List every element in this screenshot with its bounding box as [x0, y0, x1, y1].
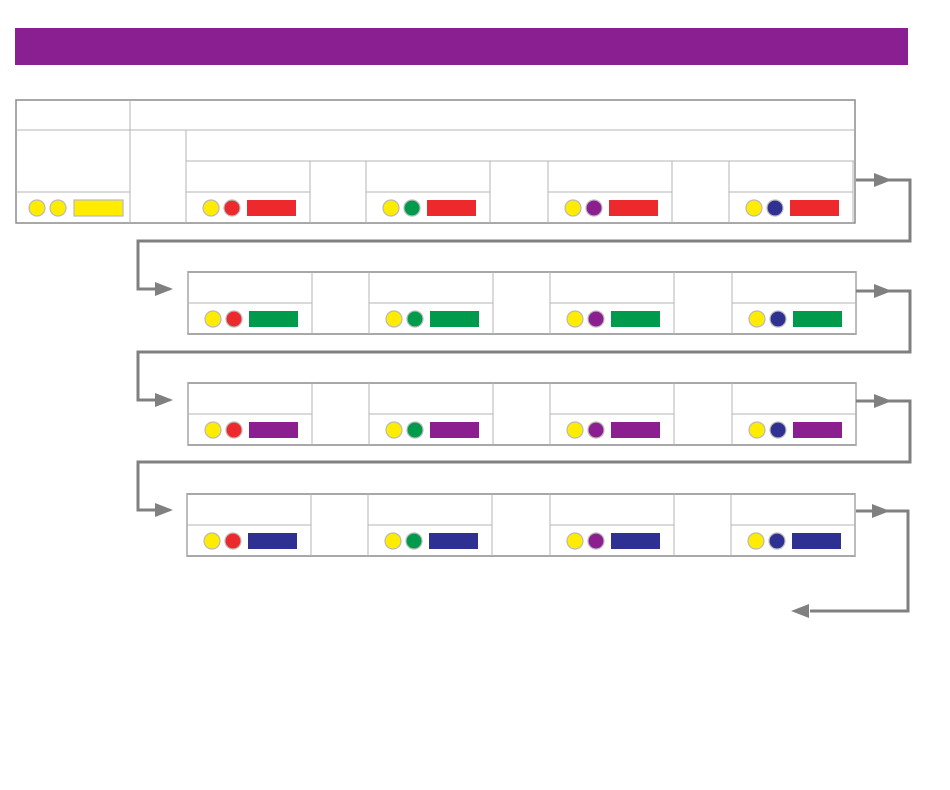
- combo-bar-purple: [611, 422, 660, 438]
- combo-bar-red: [609, 200, 658, 216]
- combo-dot-blue: [769, 421, 787, 439]
- combo-dot-red: [224, 532, 242, 550]
- combo-bar-red: [790, 200, 839, 216]
- combo-bar-blue: [429, 533, 478, 549]
- flow-arrow-right: [874, 394, 892, 408]
- combo-bar-green: [430, 311, 479, 327]
- flow-connector-line: [136, 178, 912, 291]
- combo-dot-purple: [585, 199, 603, 217]
- combo-dot-purple: [587, 532, 605, 550]
- combo-bar-red: [247, 200, 296, 216]
- combo-dot-green: [403, 199, 421, 217]
- combo-dot-yellow: [566, 310, 584, 328]
- combo-dot-yellow: [202, 199, 220, 217]
- combo-dot-yellow: [748, 421, 766, 439]
- combo-dot-yellow: [566, 532, 584, 550]
- combo-dot-red: [225, 310, 243, 328]
- combo-bar-blue: [792, 533, 841, 549]
- combo-dot-blue: [768, 532, 786, 550]
- combo-dot-yellow: [385, 421, 403, 439]
- flow-arrow-right: [155, 282, 173, 296]
- combo-bar-purple: [249, 422, 298, 438]
- combo-dot-yellow: [384, 532, 402, 550]
- flow-arrow-right: [874, 284, 892, 298]
- combo-dot-yellow: [204, 310, 222, 328]
- combo-dot-yellow: [203, 532, 221, 550]
- base-bar: [73, 199, 124, 217]
- flow-connector-line: [136, 289, 912, 402]
- combo-dot-green: [406, 310, 424, 328]
- combo-dot-purple: [587, 421, 605, 439]
- combo-dot-yellow: [566, 421, 584, 439]
- combo-dot-yellow: [382, 199, 400, 217]
- combo-dot-yellow: [385, 310, 403, 328]
- combo-dot-red: [223, 199, 241, 217]
- combo-dot-yellow: [204, 421, 222, 439]
- combo-dot-red: [225, 421, 243, 439]
- combo-dot-green: [406, 421, 424, 439]
- flow-arrow-right: [874, 173, 892, 187]
- combo-bar-purple: [793, 422, 842, 438]
- base-dot: [49, 199, 67, 217]
- flow-connector-line: [136, 399, 912, 512]
- combo-dot-yellow: [745, 199, 763, 217]
- flow-arrow-right: [872, 504, 890, 518]
- base-dot: [28, 199, 46, 217]
- combo-dot-yellow: [747, 532, 765, 550]
- combo-bar-blue: [248, 533, 297, 549]
- combo-dot-green: [405, 532, 423, 550]
- combo-bar-purple: [430, 422, 479, 438]
- combo-bar-green: [611, 311, 660, 327]
- combo-dot-blue: [769, 310, 787, 328]
- flow-arrow-right: [155, 503, 173, 517]
- header-banner: [15, 28, 908, 65]
- flow-connector-line: [810, 509, 910, 613]
- combo-bar-blue: [611, 533, 660, 549]
- combo-bar-green: [249, 311, 298, 327]
- combo-bar-red: [427, 200, 476, 216]
- combo-dot-yellow: [748, 310, 766, 328]
- combo-dot-purple: [587, 310, 605, 328]
- combo-dot-yellow: [564, 199, 582, 217]
- combo-dot-blue: [766, 199, 784, 217]
- flow-arrow-right: [155, 393, 173, 407]
- combo-bar-green: [793, 311, 842, 327]
- flow-arrow-left: [791, 604, 809, 618]
